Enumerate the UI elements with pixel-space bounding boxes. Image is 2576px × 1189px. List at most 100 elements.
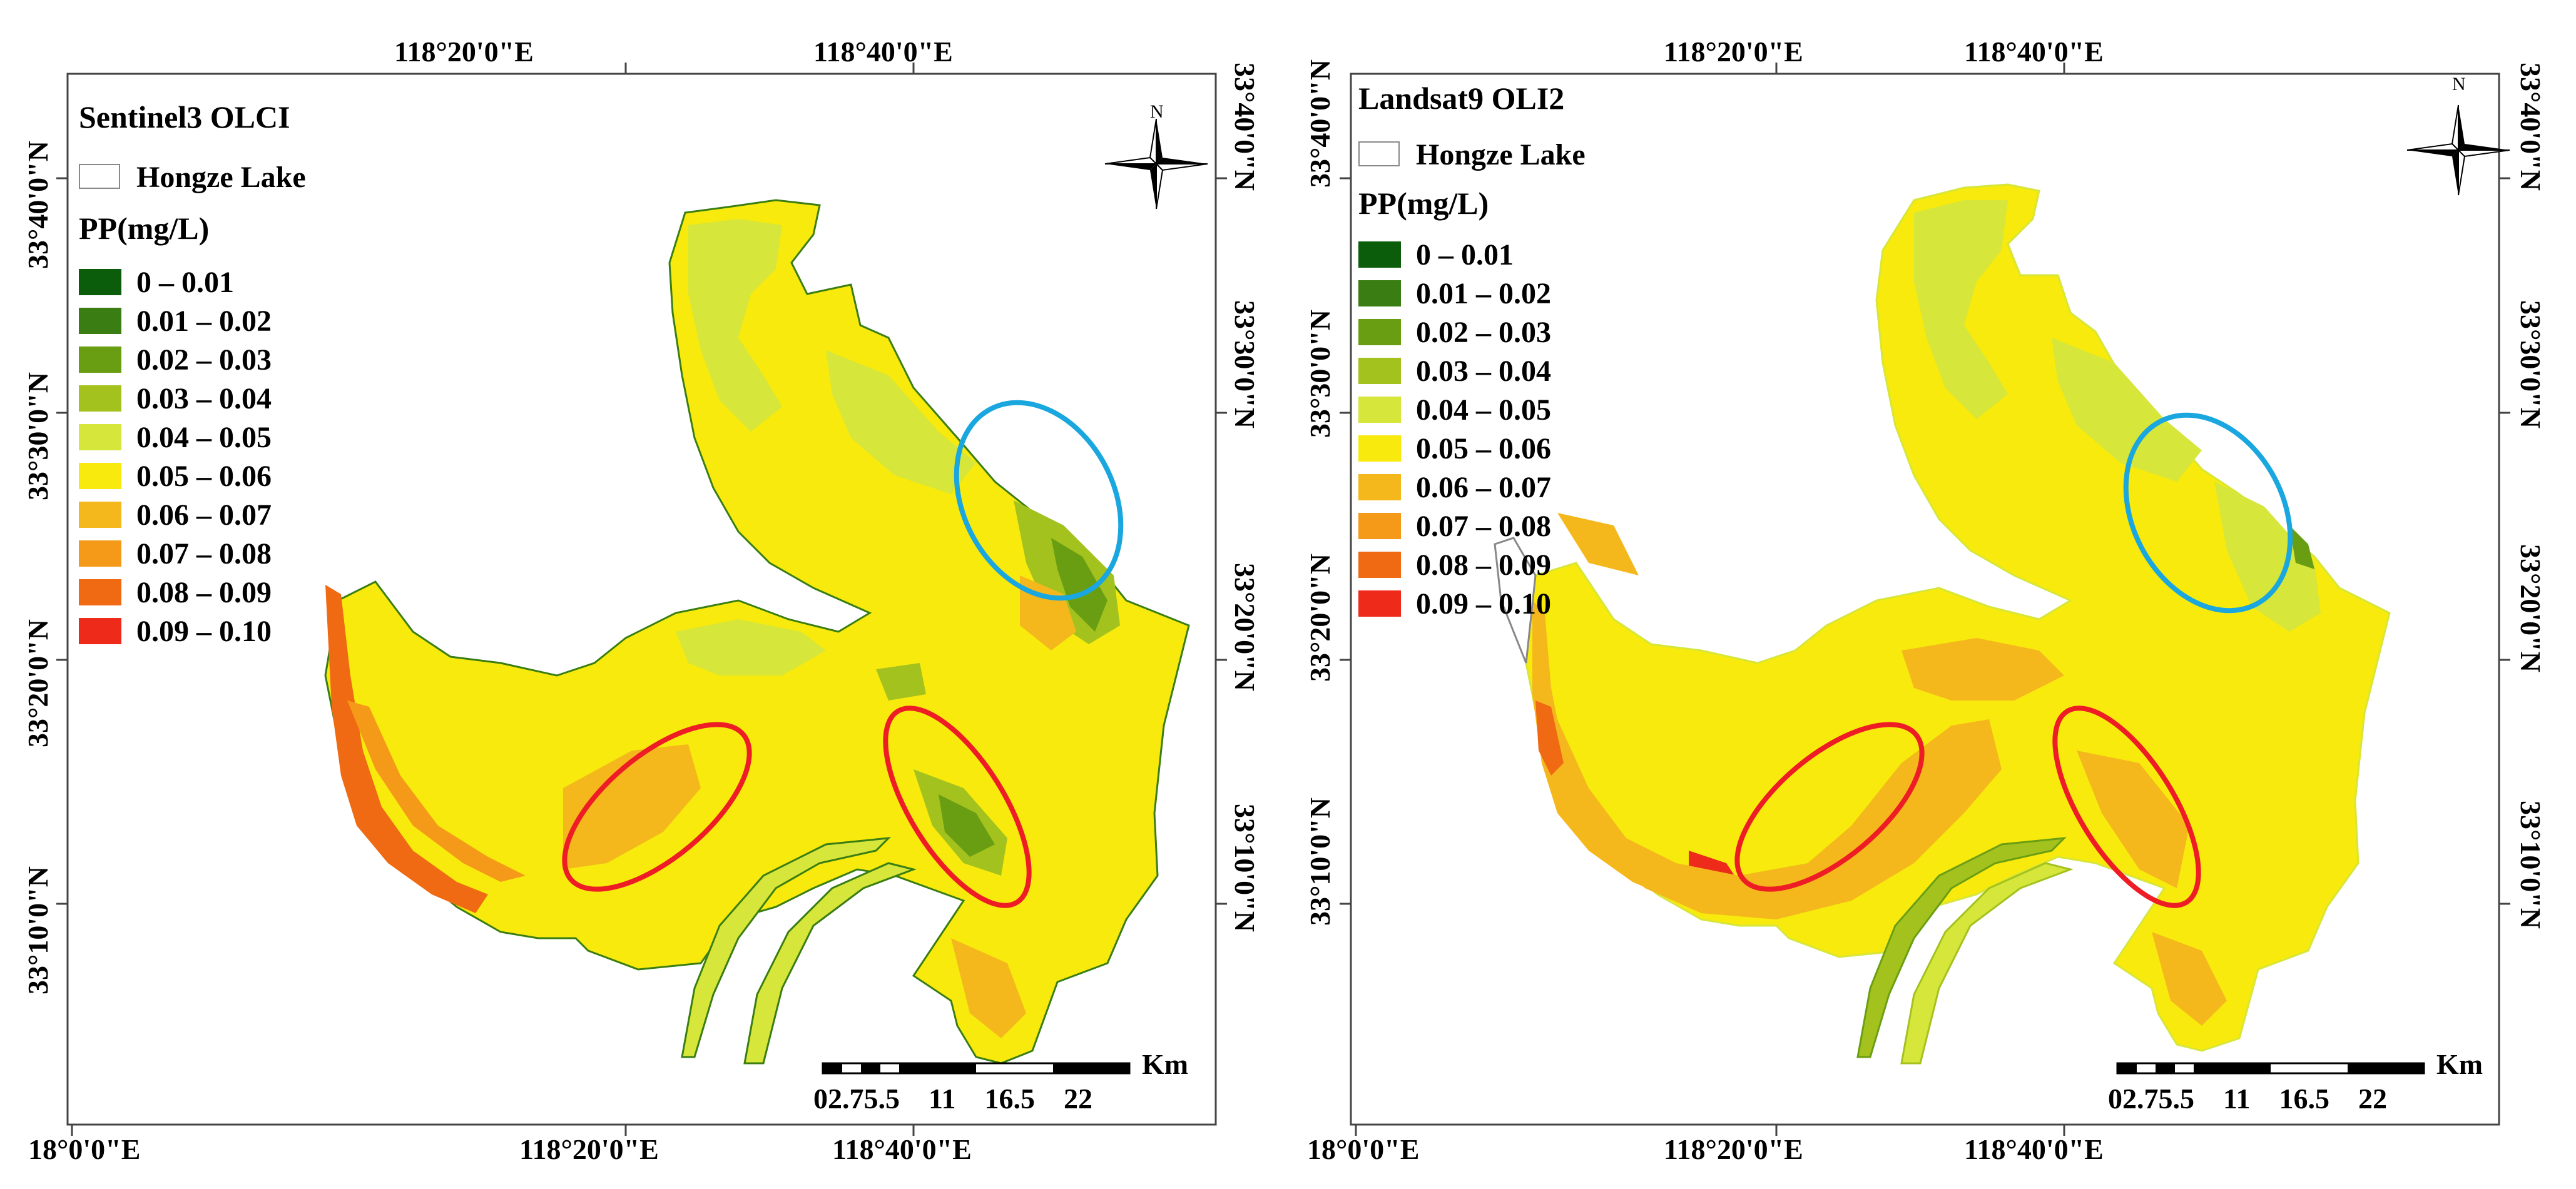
lake-label: Hongze Lake	[1416, 138, 1586, 171]
graticule-ticks	[56, 63, 1227, 1136]
sensor-title: Sentinel3 OLCI	[79, 99, 290, 134]
legend-swatch	[1358, 319, 1401, 345]
lat-label-left: 33°10'0"N	[22, 866, 54, 994]
west-arm-red	[1535, 701, 1564, 776]
legend-class-label: 0.05 – 0.06	[136, 460, 272, 493]
legend-class-label: 0.02 – 0.03	[136, 343, 272, 377]
legend-swatch	[1358, 513, 1401, 539]
lat-label-right: 33°30'0"N	[2515, 300, 2547, 428]
lon-label-top: 118°40'0"E	[1964, 36, 2104, 68]
lat-label-left: 33°40'0"N	[22, 141, 54, 269]
legend-class-label: 0.05 – 0.06	[1416, 432, 1551, 465]
legend-swatch	[1358, 280, 1401, 306]
map-panel-sentinel3: Sentinel3 OLCI Hongze Lake PP(mg/L) 0 – …	[22, 36, 1261, 1165]
legend-class-label: 0.06 – 0.07	[1416, 471, 1551, 504]
river-channel-1	[1856, 837, 2067, 1058]
scale-bar	[822, 1062, 1131, 1075]
southwest-orange	[563, 744, 701, 869]
lat-label-left: 33°10'0"N	[1304, 797, 1336, 926]
east-dark-green	[2289, 525, 2314, 569]
legend-swatch	[1358, 241, 1401, 268]
legend-swatch	[79, 579, 121, 605]
scale-ticks: 02.75.5 11 16.5 22	[2108, 1083, 2387, 1115]
scale-unit: Km	[2436, 1048, 2483, 1080]
north-arm-green	[688, 219, 782, 432]
legend-swatch	[1358, 552, 1401, 578]
southeast-orange	[2152, 932, 2227, 1026]
lat-label-left: 33°30'0"N	[1304, 310, 1336, 438]
legend-swatch	[1358, 397, 1401, 423]
north-label: N	[1150, 101, 1164, 122]
north-arrow-icon	[2406, 104, 2510, 196]
lake-label: Hongze Lake	[136, 161, 306, 194]
legend-class-label: 0.01 – 0.02	[136, 305, 272, 338]
map-frame	[1350, 73, 2500, 1126]
north-east-green	[2052, 338, 2202, 482]
map-panel-landsat9: Landsat9 OLI2 Hongze Lake PP(mg/L) 0 – 0…	[1288, 0, 2576, 1189]
red-highlight-ellipse-west	[1734, 722, 1925, 892]
lon-label-bottom: 118°20'0"E	[519, 1133, 659, 1165]
blue-highlight-ellipse	[954, 400, 1124, 601]
legend-swatch	[79, 424, 121, 450]
lake-outline-only	[1494, 537, 1537, 664]
river-channel-1	[681, 837, 892, 1058]
map-canvas	[56, 63, 1227, 1136]
lake-outline-swatch	[79, 164, 120, 189]
legend-class-label: 0.01 – 0.02	[1416, 277, 1551, 310]
legend-swatch	[79, 385, 121, 412]
unit-label: PP(mg/L)	[1358, 186, 1489, 221]
legend-class-label: 0.07 – 0.08	[136, 537, 272, 570]
east-dark-green	[1051, 538, 1107, 632]
unit-label: PP(mg/L)	[79, 211, 210, 246]
map-frame	[66, 73, 1217, 1126]
lat-label-left: 33°30'0"N	[22, 372, 54, 500]
hongze-lake-pp-map	[324, 199, 1190, 1065]
legend-class-label: 0 – 0.01	[1416, 238, 1514, 271]
lat-label-right: 33°40'0"N	[1229, 63, 1261, 191]
lat-label-left: 33°20'0"N	[1304, 554, 1336, 682]
legend-class-label: 0.02 – 0.03	[1416, 316, 1551, 349]
map-canvas	[1340, 63, 2510, 1136]
lon-label-bottom: 18°0'0"E	[1307, 1133, 1420, 1165]
lon-label-bottom: 118°40'0"E	[1964, 1133, 2104, 1165]
east-green-patch	[2214, 482, 2321, 632]
lat-label-right: 33°40'0"N	[2515, 63, 2547, 191]
west-arm-high-pp	[325, 585, 488, 913]
legend-class-label: 0.09 – 0.10	[1416, 587, 1551, 620]
west-arm-orange	[347, 701, 526, 882]
west-arm-high-pp	[1532, 600, 1689, 901]
legend-class-label: 0.08 – 0.09	[1416, 549, 1551, 582]
legend-swatch	[1358, 358, 1401, 384]
legend-swatch	[79, 269, 121, 295]
lon-label-bottom: 18°0'0"E	[28, 1133, 141, 1165]
legend-swatch	[79, 502, 121, 528]
north-label: N	[2452, 74, 2466, 94]
lon-label-top: 118°20'0"E	[394, 36, 534, 68]
hongze-lake-pp-map	[1494, 183, 2391, 1065]
central-dark-green	[876, 663, 926, 701]
south-orange	[2077, 751, 2189, 888]
scale-unit: Km	[1142, 1048, 1189, 1080]
lon-label-top: 118°20'0"E	[1664, 36, 1803, 68]
west-arm-orange	[1557, 719, 2002, 919]
graticule-ticks	[1340, 63, 2510, 1136]
lat-label-right: 33°20'0"N	[2515, 544, 2547, 672]
lat-label-left: 33°40'0"N	[1304, 59, 1336, 188]
river-channel-2	[743, 862, 917, 1065]
legend-class-label: 0.09 – 0.10	[136, 615, 272, 648]
lat-label-right: 33°10'0"N	[2515, 801, 2547, 929]
blue-highlight-ellipse	[2123, 412, 2293, 614]
north-east-green	[826, 350, 976, 494]
lat-label-left: 33°20'0"N	[22, 619, 54, 747]
scale-ticks: 02.75.5 11 16.5 22	[813, 1083, 1092, 1115]
legend-class-label: 0.07 – 0.08	[1416, 510, 1551, 543]
lat-label-right: 33°30'0"N	[1229, 300, 1261, 428]
legend-class-label: 0.03 – 0.04	[136, 382, 272, 415]
legend-class-label: 0.04 – 0.05	[136, 421, 272, 454]
legend-class-label: 0.06 – 0.07	[136, 498, 272, 532]
lat-label-right: 33°10'0"N	[1229, 804, 1261, 932]
central-green	[676, 619, 826, 675]
legend-class-label: 0.04 – 0.05	[1416, 393, 1551, 427]
red-highlight-ellipse-west	[562, 722, 752, 892]
lake-outline-swatch	[1358, 141, 1400, 166]
